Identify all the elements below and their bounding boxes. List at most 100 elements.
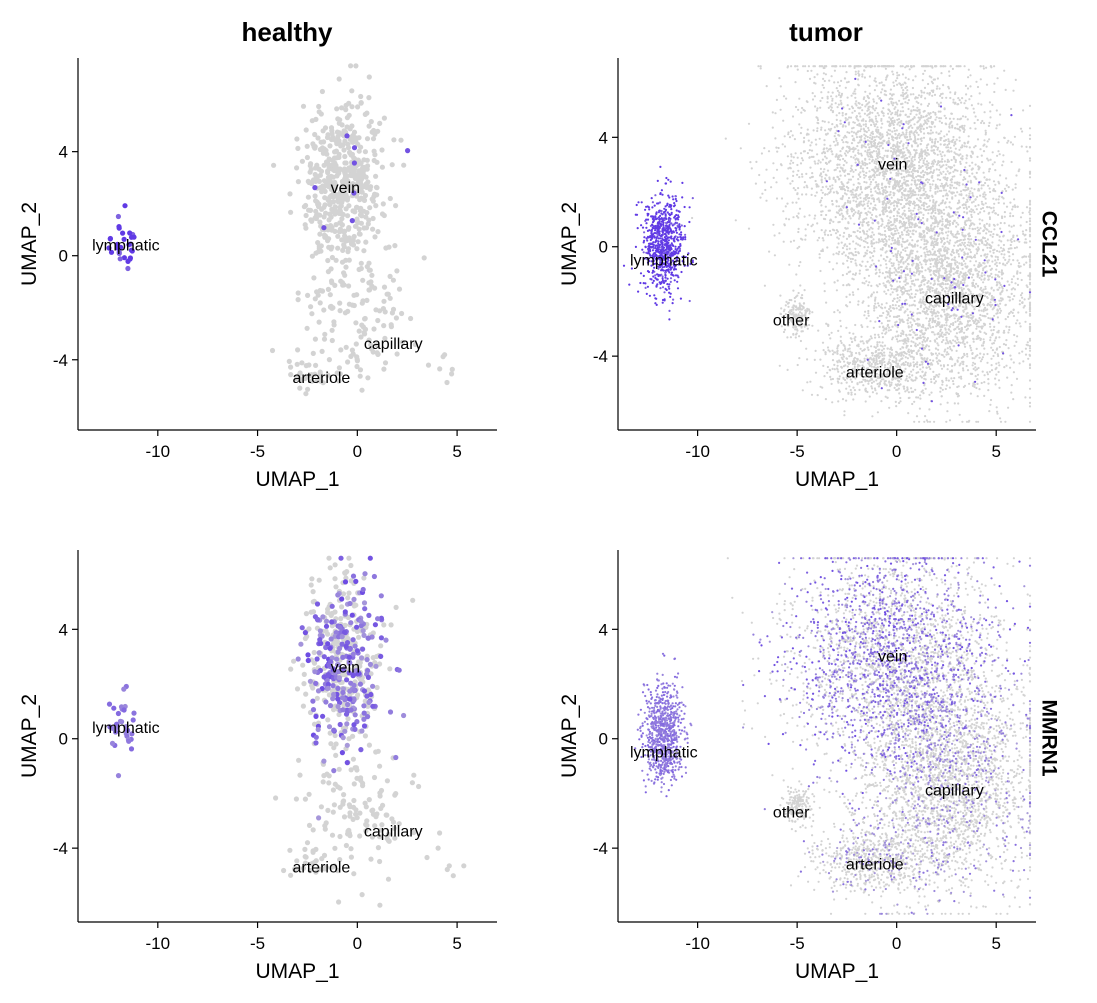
data-point: [1028, 272, 1032, 275]
x-tick-label: 0: [353, 442, 362, 461]
data-point: [379, 164, 385, 170]
data-point: [982, 281, 985, 284]
data-point: [869, 226, 873, 229]
data-point: [862, 119, 865, 122]
data-point: [888, 260, 891, 263]
data-point: [968, 146, 971, 149]
data-point: [958, 262, 961, 265]
data-point: [917, 133, 920, 136]
data-point: [921, 170, 924, 173]
data-point: [366, 287, 372, 293]
data-point: [970, 210, 973, 213]
data-point: [849, 178, 853, 181]
data-point: [913, 193, 916, 196]
data-point: [909, 130, 912, 133]
data-point: [858, 73, 861, 76]
data-point: [855, 132, 858, 135]
data-point: [901, 73, 905, 76]
data-point: [871, 158, 874, 161]
data-point: [820, 189, 823, 192]
data-point: [945, 182, 948, 185]
data-point: [984, 287, 987, 290]
data-point: [835, 199, 838, 202]
data-point: [998, 250, 1001, 253]
data-point: [871, 208, 875, 211]
data-point: [333, 257, 339, 263]
data-point: [873, 307, 876, 310]
data-point: [865, 171, 868, 174]
data-point: [967, 241, 970, 244]
data-point: [900, 176, 904, 179]
data-point: [935, 219, 938, 222]
data-point: [973, 188, 976, 191]
data-point: [896, 74, 899, 77]
data-point: [951, 214, 954, 218]
data-point: [931, 82, 935, 85]
data-point: [823, 147, 826, 150]
data-point: [919, 312, 922, 315]
data-point: [784, 304, 787, 307]
data-point: [772, 223, 775, 226]
data-point: [905, 202, 908, 206]
data-point: [966, 311, 969, 315]
data-point: [345, 145, 352, 151]
data-point: [857, 78, 860, 81]
data-point: [889, 92, 892, 95]
data-point: [449, 366, 455, 372]
data-point: [945, 133, 949, 136]
data-point: [824, 177, 827, 180]
data-point: [854, 259, 857, 262]
data-point: [857, 288, 860, 291]
data-point: [288, 209, 294, 215]
data-point: [819, 106, 822, 109]
data-point: [828, 160, 831, 163]
data-point: [1008, 283, 1011, 286]
data-point: [798, 207, 802, 210]
data-point: [898, 124, 901, 127]
data-point: [968, 382, 971, 385]
data-point: [857, 149, 860, 152]
data-point: [920, 114, 923, 117]
data-point: [956, 153, 959, 156]
data-point: [899, 347, 902, 351]
data-point: [786, 177, 789, 180]
data-point: [841, 138, 844, 142]
data-point: [329, 327, 335, 333]
data-point: [918, 205, 921, 208]
data-point: [874, 158, 878, 161]
data-point: [850, 164, 853, 167]
data-point: [947, 160, 951, 163]
data-point: [923, 157, 927, 160]
data-point: [805, 184, 808, 187]
data-point: [927, 102, 931, 105]
data-point: [771, 126, 774, 129]
data-point: [915, 109, 919, 112]
data-point: [885, 302, 888, 305]
data-point: [371, 157, 377, 164]
data-point: [890, 242, 893, 246]
data-point: [810, 187, 814, 190]
data-point: [932, 265, 935, 268]
data-point: [850, 130, 853, 133]
data-point: [998, 307, 1002, 310]
data-point: [993, 82, 996, 85]
data-point: [885, 142, 889, 145]
data-point: [824, 161, 828, 164]
data-point: [975, 208, 978, 211]
data-point: [811, 172, 814, 175]
data-point: [919, 207, 922, 210]
data-point: [923, 184, 926, 188]
data-point: [936, 153, 939, 156]
data-point: [819, 173, 823, 176]
data-point: [858, 107, 861, 110]
data-point: [794, 81, 797, 84]
data-point: [857, 243, 860, 246]
data-point: [866, 241, 869, 245]
data-point: [966, 211, 969, 214]
data-point: [872, 291, 875, 294]
x-tick-label: 5: [452, 442, 461, 461]
data-point: [759, 67, 762, 70]
data-point: [956, 191, 959, 194]
data-point: [843, 231, 846, 234]
data-point: [307, 207, 314, 213]
